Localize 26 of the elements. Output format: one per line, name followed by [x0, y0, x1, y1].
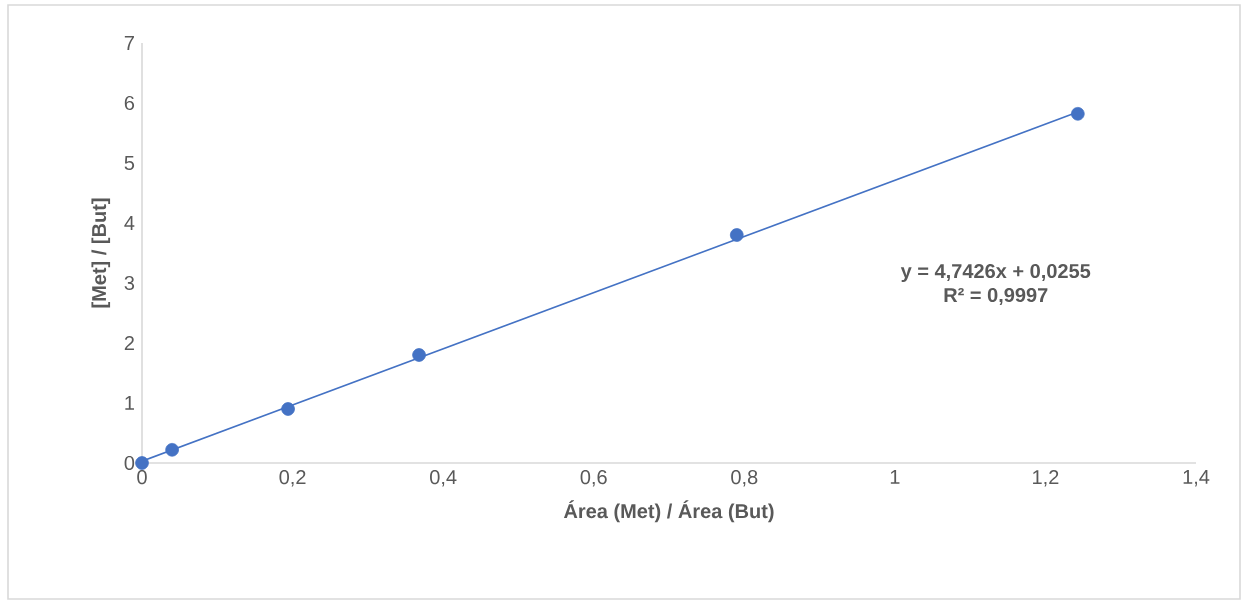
y-tick-label: 1 — [125, 396, 134, 410]
y-tick-label: 2 — [124, 336, 134, 350]
x-tick-label: 0,6 — [580, 470, 607, 487]
y-tick-label: 3 — [124, 275, 135, 291]
x-tick-label: 0 — [137, 470, 147, 485]
y-tick-label: 4 — [124, 216, 135, 230]
x-tick-label: 0,8 — [731, 470, 758, 487]
annotation: y = 4,7426x + 0,0255 — [900, 263, 1091, 283]
y-tick-label: 6 — [124, 95, 135, 111]
point — [412, 348, 426, 362]
y-tick-label: 7 — [124, 36, 134, 50]
x-tick-label: 1,2 — [1033, 470, 1059, 487]
point — [135, 456, 149, 470]
y-tick-label: 0 — [124, 455, 135, 471]
y-tick-label: 5 — [124, 156, 135, 170]
point — [729, 228, 744, 242]
x-tick-label: 1 — [890, 470, 900, 484]
point — [281, 402, 295, 416]
x-axis-title: Área (Met) / Área (But) — [563, 500, 774, 523]
annotation: R² = 0,9997 — [944, 287, 1048, 306]
point — [1071, 107, 1085, 121]
x-tick-label: 1,4 — [1183, 470, 1210, 487]
point — [165, 442, 179, 457]
x-tick-label: 0,2 — [279, 470, 306, 487]
x-tick-label: 0,4 — [430, 470, 457, 487]
y-axis-title: [Met] / [But] — [91, 198, 111, 308]
